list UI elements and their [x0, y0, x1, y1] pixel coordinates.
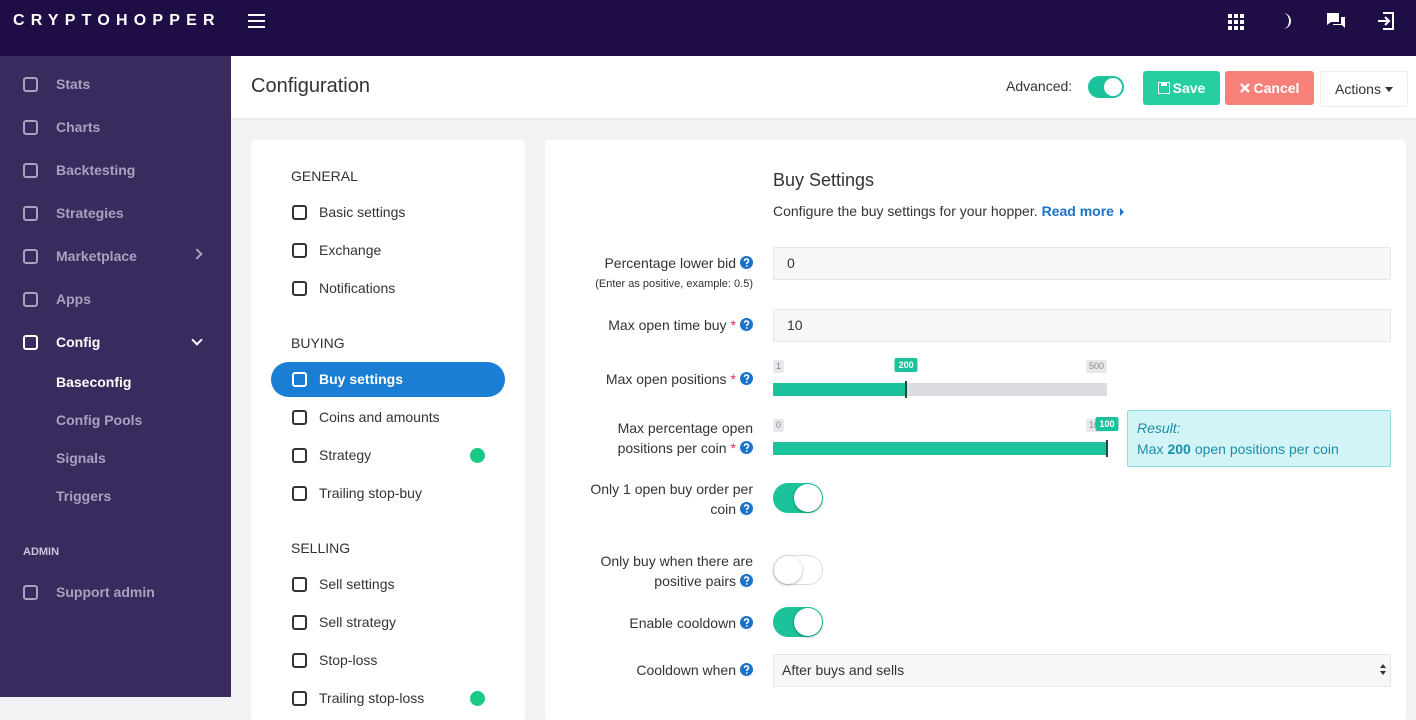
advanced-toggle[interactable] — [1088, 76, 1124, 98]
page-title: Configuration — [251, 75, 370, 97]
caret — [1384, 87, 1393, 92]
advanced-label: Advanced: — [1006, 78, 1073, 94]
cancel-icon — [1239, 83, 1250, 93]
actions-button[interactable]: Actions — [1320, 71, 1408, 107]
top-bar: CRYPTOHOPPER — [0, 0, 1416, 56]
save-button[interactable]: Save — [1143, 71, 1220, 105]
settings-menu — [251, 140, 525, 720]
chat-icon[interactable] — [1326, 12, 1346, 30]
cancel-button[interactable]: Cancel — [1225, 71, 1314, 105]
brand-logo[interactable]: CRYPTOHOPPER — [13, 12, 221, 29]
save-icon — [1157, 82, 1170, 94]
actions-label: Actions — [1335, 81, 1381, 97]
sidebar — [0, 56, 231, 697]
settings-form — [545, 140, 1406, 720]
toggle-knob — [1104, 78, 1122, 96]
cancel-label: Cancel — [1253, 80, 1300, 96]
menu-toggle[interactable] — [248, 13, 266, 29]
save-label: Save — [1172, 80, 1206, 96]
theme-icon[interactable] — [1278, 12, 1294, 30]
apps-icon[interactable] — [1228, 14, 1244, 30]
logout-icon[interactable] — [1377, 12, 1395, 30]
